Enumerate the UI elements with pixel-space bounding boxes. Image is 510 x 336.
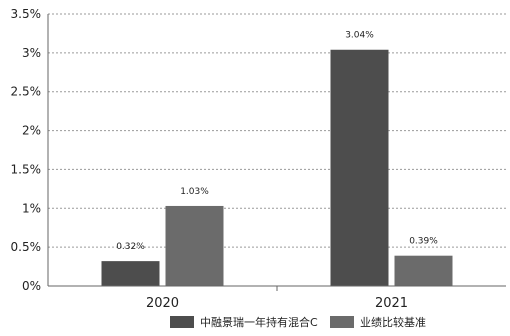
data-label: 0.39% xyxy=(409,237,438,247)
legend-swatch xyxy=(330,316,354,328)
data-label: 3.04% xyxy=(345,31,374,41)
legend: 中融景瑞一年持有混合C 业绩比较基准 xyxy=(170,315,426,329)
y-axis: 0% 0.5% 1% 1.5% 2% 2.5% 3% 3.5% xyxy=(11,7,49,293)
legend-label: 业绩比较基准 xyxy=(360,315,426,329)
x-category-label: 2021 xyxy=(375,296,408,311)
gridlines xyxy=(48,13,506,248)
bars: 0.32% 1.03% 3.04% 0.39% xyxy=(101,31,453,287)
y-tick-label: 0% xyxy=(22,279,41,293)
bar xyxy=(394,255,453,286)
legend-swatch xyxy=(170,316,194,328)
legend-label: 中融景瑞一年持有混合C xyxy=(200,315,318,329)
y-tick-label: 3% xyxy=(22,46,41,60)
y-tick-label: 2% xyxy=(22,124,41,138)
bar xyxy=(165,205,224,286)
data-label: 0.32% xyxy=(116,242,145,252)
x-axis: 2020 2021 xyxy=(48,285,506,311)
y-tick-label: 1.5% xyxy=(11,162,42,176)
y-tick-label: 2.5% xyxy=(11,85,42,99)
bar xyxy=(330,49,389,287)
y-tick-label: 3.5% xyxy=(11,7,42,21)
y-tick-label: 0.5% xyxy=(11,240,42,254)
x-category-label: 2020 xyxy=(146,296,179,311)
bar xyxy=(101,261,160,286)
data-label: 1.03% xyxy=(180,187,209,197)
y-tick-label: 1% xyxy=(22,201,41,215)
